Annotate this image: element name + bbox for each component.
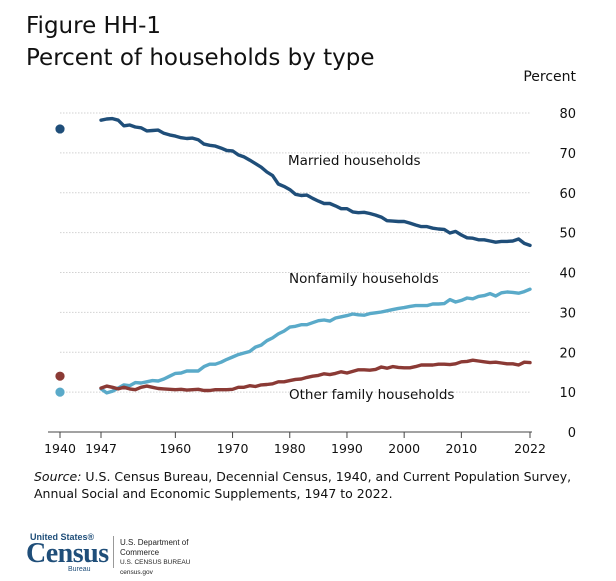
logo-name: Census <box>26 538 109 569</box>
point-1940 <box>55 371 65 381</box>
series-line <box>99 116 532 248</box>
y-tick-label: 10 <box>559 386 576 401</box>
department-line-2: U.S. CENSUS BUREAU <box>120 559 191 566</box>
x-tick-label: 1960 <box>159 441 191 456</box>
y-tick-label: 80 <box>559 107 576 122</box>
figure-label: Figure HH-1 <box>26 13 162 39</box>
source-text: U.S. Census Bureau, Decennial Census, 19… <box>34 469 572 501</box>
y-tick-label: 20 <box>559 346 576 361</box>
point-1940 <box>55 387 65 397</box>
x-tick-label: 1990 <box>331 441 363 456</box>
y-tick-label: 40 <box>559 267 576 282</box>
x-tick-label: 1980 <box>274 441 306 456</box>
x-tick-label: 2010 <box>445 441 477 456</box>
logo-bureau: Bureau <box>68 566 91 573</box>
y-axis-label: Percent <box>523 69 576 85</box>
points-1940 <box>55 124 65 397</box>
series-annotation: Married households <box>288 153 421 169</box>
series-group <box>99 116 532 395</box>
source-note: Source: U.S. Census Bureau, Decennial Ce… <box>34 468 594 502</box>
x-tick-label: 1947 <box>85 441 117 456</box>
series-annotations: Married households Nonfamily households Ot… <box>288 153 454 403</box>
y-tick-label: 0 <box>568 426 576 441</box>
x-tick-label: 1970 <box>217 441 249 456</box>
chart-title: Percent of households by type <box>26 45 375 71</box>
source-prefix: Source: <box>34 469 82 484</box>
x-tick-label: 2022 <box>514 441 546 456</box>
point-1940 <box>55 124 65 134</box>
series-annotation: Nonfamily households <box>289 271 439 287</box>
y-tick-label: 50 <box>559 227 576 242</box>
series-annotation: Other family households <box>289 387 454 403</box>
department-line-1: U.S. Department of Commerce <box>120 538 189 557</box>
logo-top-text: United States® <box>30 532 95 542</box>
logo-divider <box>113 536 114 568</box>
x-tick-label: 1940 <box>44 441 76 456</box>
series-line <box>99 287 532 395</box>
y-tick-label: 60 <box>559 187 576 202</box>
x-axis-ticks: 1940 1947 1960 1970 1980 1990 2000 2010 2022 <box>44 431 546 456</box>
census-logo: United States® Census Bureau U.S. Depart… <box>26 530 226 576</box>
y-tick-label: 70 <box>559 147 576 162</box>
y-axis-ticks: 0 10 20 30 40 50 60 70 80 <box>559 107 576 441</box>
department-line-3: census.gov <box>120 569 153 576</box>
department-text: U.S. Department of Commerce U.S. CENSUS … <box>120 538 226 578</box>
series-line <box>99 358 532 393</box>
y-tick-label: 30 <box>559 306 576 321</box>
x-tick-label: 2000 <box>388 441 420 456</box>
